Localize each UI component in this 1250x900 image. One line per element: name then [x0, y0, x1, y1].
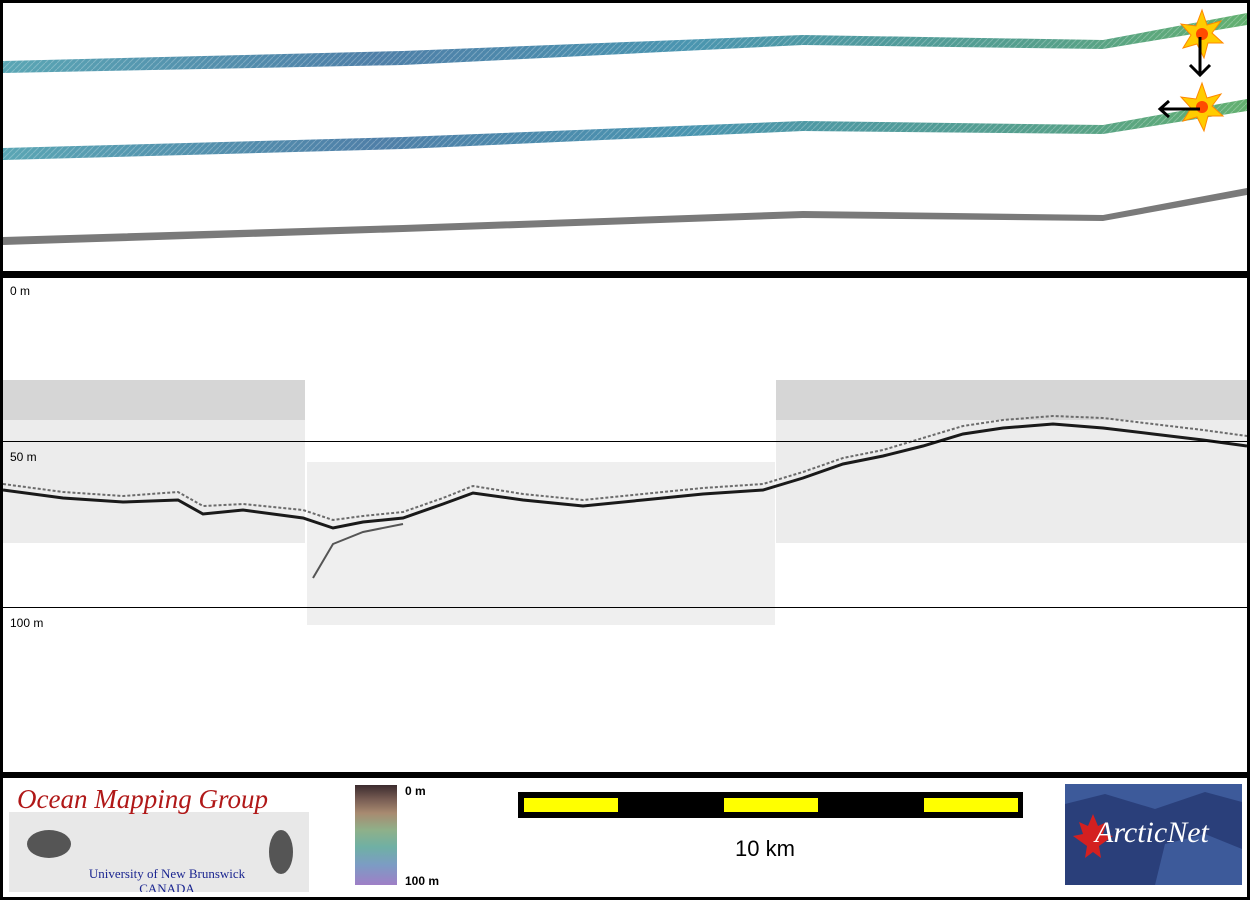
swath-strips [3, 8, 1247, 245]
arcticnet-wordmark: ArcticNet [1095, 816, 1209, 849]
omg-subtitle: University of New Brunswick CANADA [67, 866, 267, 892]
sub-bottom-profile-panel: 0 m 50 m 100 m [3, 278, 1247, 772]
color-scale-top-label: 0 m [405, 784, 426, 798]
arcticnet-logo: ArcticNet [1065, 784, 1242, 885]
down-arrow-icon [1188, 37, 1212, 78]
omg-country: CANADA [139, 881, 195, 892]
color-scale-bottom-label: 100 m [405, 874, 440, 888]
seabed-reflector [3, 422, 1247, 530]
profile-echogram [3, 380, 1247, 625]
track-map-panel [3, 3, 1247, 271]
scale-segment [724, 798, 818, 812]
depth-color-scale [355, 785, 397, 885]
depth-label-100: 100 m [10, 616, 44, 630]
omg-title: Ocean Mapping Group [17, 784, 268, 814]
depth-gridline-100 [3, 607, 1247, 608]
echogram-block-middle [307, 462, 775, 625]
depth-label-0: 0 m [10, 284, 31, 298]
footer-panel: Ocean Mapping Group University of New Br… [3, 778, 1247, 897]
left-arrow-icon [1157, 99, 1200, 119]
scale-segment [524, 798, 618, 812]
backscatter-strip [3, 188, 1247, 245]
depth-label-50: 50 m [10, 450, 37, 464]
scale-bar-label: 10 km [735, 836, 795, 861]
ocean-mapping-group-logo: Ocean Mapping Group University of New Br… [9, 782, 309, 892]
omg-university: University of New Brunswick [88, 866, 246, 881]
depth-gridline-50 [3, 441, 1247, 442]
scale-segment [924, 798, 1018, 812]
distance-scale-bar [518, 792, 1023, 818]
